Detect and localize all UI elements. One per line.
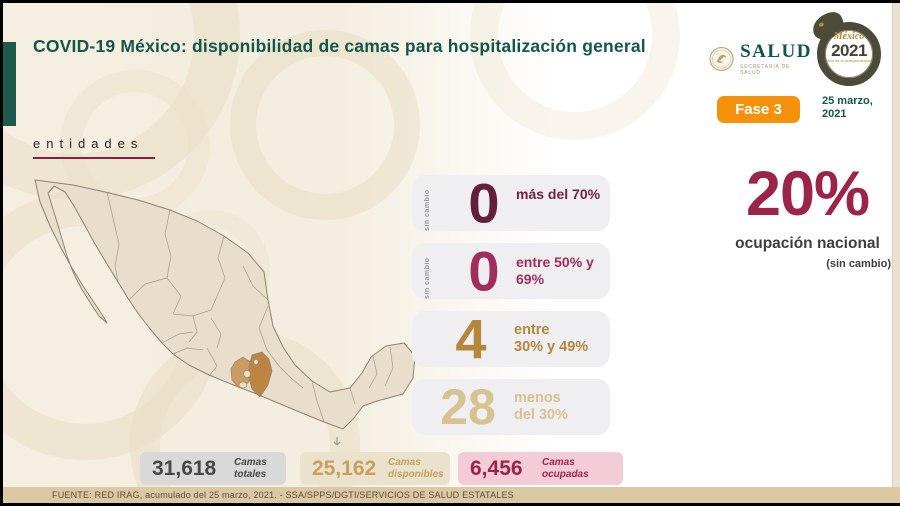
phase-badge: Fase 3 [717, 96, 800, 123]
salud-logo-text: SALUD [740, 41, 812, 62]
stat-card-mas-del-70: sin cambio 0 más del 70% [412, 172, 610, 235]
stat-label: menos del 30% [514, 389, 568, 423]
occupied-beds-pill: 6,456 Camas ocupadas [458, 452, 623, 485]
mexico-map-svg [34, 179, 416, 430]
stat-card-entre-30-49: 4 entre 30% y 49% [412, 308, 610, 371]
stat-value: 28 [440, 379, 496, 435]
mexico-2021-script: México [833, 31, 865, 42]
national-occupancy-value: 20% [745, 159, 870, 229]
mexico-2021-year: 2021 [831, 41, 867, 60]
mexico-map [20, 166, 422, 458]
state-small-unhighlighted-1 [243, 370, 251, 378]
salud-logo: SALUD SECRETARÍA DE SALUD [708, 36, 812, 82]
national-occupancy-label: ocupación nacional [735, 235, 880, 252]
available-beds-value: 25,162 [312, 457, 377, 480]
stat-label: más del 70% [516, 186, 601, 202]
frame-edge-top [0, 0, 900, 3]
state-highlight-west [230, 356, 253, 389]
frame-edge-left [0, 0, 3, 506]
stat-label: entre 50% y 69% [516, 254, 594, 287]
mouse-cursor-icon [333, 437, 341, 446]
source-footer-bar: FUENTE: RED IRAG, acumulado del 25 marzo… [0, 487, 900, 503]
national-occupancy-block: 20% ocupación nacional (sin cambio) [710, 159, 900, 271]
stat-card-entre-50-69: sin cambio 0 entre 50% y 69% [412, 240, 610, 303]
available-beds-label: Camas disponibles [388, 456, 444, 480]
state-small-unhighlighted-2 [238, 381, 248, 389]
salud-logo-subtext: SECRETARÍA DE SALUD [740, 64, 791, 76]
green-accent-bar [3, 42, 16, 126]
section-label-entidades: entidades [33, 136, 144, 151]
stat-note: sin cambio [424, 189, 431, 231]
national-occupancy-note: (sin cambio) [826, 258, 891, 270]
total-beds-value: 31,618 [152, 457, 217, 480]
frame-edge-right [892, 3, 900, 487]
stat-value: 0 [468, 171, 500, 235]
stat-card-menos-del-30: 28 menos del 30% [412, 379, 610, 435]
frame-edge-bottom [0, 503, 900, 506]
map-country-outline [34, 179, 416, 430]
serpent-ouroboros-icon [817, 22, 881, 86]
mexico-2021-subtext: Año de la Independencia [826, 58, 872, 63]
available-beds-pill: 25,162 Camas disponibles [300, 452, 450, 485]
state-small-unhighlighted-3 [253, 359, 259, 365]
occupied-beds-label: Camas ocupadas [542, 456, 589, 480]
section-underline [33, 157, 155, 159]
stat-value: 0 [468, 239, 500, 303]
stat-note: sin cambio [424, 257, 431, 299]
report-date: 25 marzo, 2021 [822, 95, 873, 120]
total-beds-label: Camas totales [234, 456, 267, 480]
occupied-beds-value: 6,456 [470, 457, 523, 480]
salud-eagle-emblem-icon [709, 46, 734, 72]
total-beds-pill: 31,618 Camas totales [140, 452, 286, 485]
stat-label: entre 30% y 49% [514, 321, 589, 355]
mexico-2021-logo: México 2021 Año de la Independencia [808, 8, 885, 88]
page-title: COVID-19 México: disponibilidad de camas… [33, 36, 646, 56]
source-text: FUENTE: RED IRAG, acumulado del 25 marzo… [52, 490, 514, 500]
stat-value: 4 [455, 307, 487, 371]
